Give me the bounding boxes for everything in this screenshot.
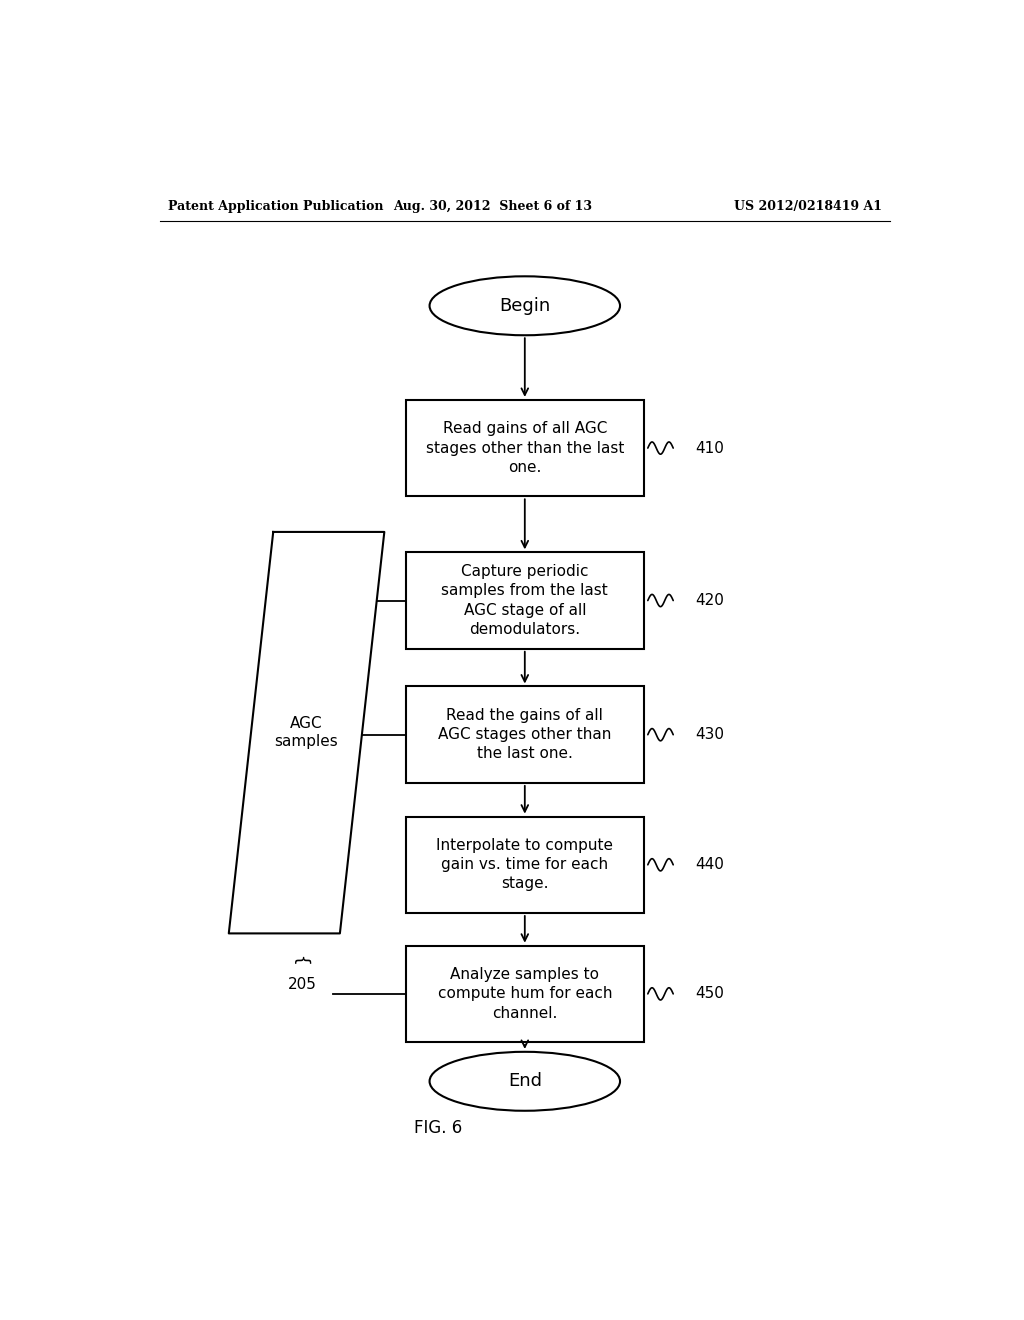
Bar: [406, 817, 644, 913]
Text: FIG. 6: FIG. 6: [414, 1119, 462, 1137]
Ellipse shape: [430, 276, 620, 335]
Bar: [406, 945, 644, 1043]
Text: 420: 420: [695, 593, 724, 609]
Text: Read gains of all AGC
stages other than the last
one.: Read gains of all AGC stages other than …: [426, 421, 624, 475]
Text: Aug. 30, 2012  Sheet 6 of 13: Aug. 30, 2012 Sheet 6 of 13: [393, 199, 593, 213]
Text: Read the gains of all
AGC stages other than
the last one.: Read the gains of all AGC stages other t…: [438, 708, 611, 762]
Text: Interpolate to compute
gain vs. time for each
stage.: Interpolate to compute gain vs. time for…: [436, 838, 613, 891]
Text: AGC
samples: AGC samples: [274, 717, 339, 748]
Bar: [406, 686, 644, 783]
Text: 205: 205: [288, 977, 317, 993]
Text: 450: 450: [695, 986, 724, 1002]
Text: 410: 410: [695, 441, 724, 455]
Text: Analyze samples to
compute hum for each
channel.: Analyze samples to compute hum for each …: [437, 968, 612, 1020]
Text: Capture periodic
samples from the last
AGC stage of all
demodulators.: Capture periodic samples from the last A…: [441, 564, 608, 636]
Text: End: End: [508, 1072, 542, 1090]
Ellipse shape: [430, 1052, 620, 1110]
Bar: [406, 552, 644, 649]
Text: US 2012/0218419 A1: US 2012/0218419 A1: [734, 199, 882, 213]
Bar: [406, 400, 644, 496]
Text: 430: 430: [695, 727, 724, 742]
Text: Patent Application Publication: Patent Application Publication: [168, 199, 383, 213]
Text: Begin: Begin: [499, 297, 551, 314]
Text: }: }: [294, 952, 311, 964]
Polygon shape: [228, 532, 384, 933]
Text: 440: 440: [695, 857, 724, 873]
